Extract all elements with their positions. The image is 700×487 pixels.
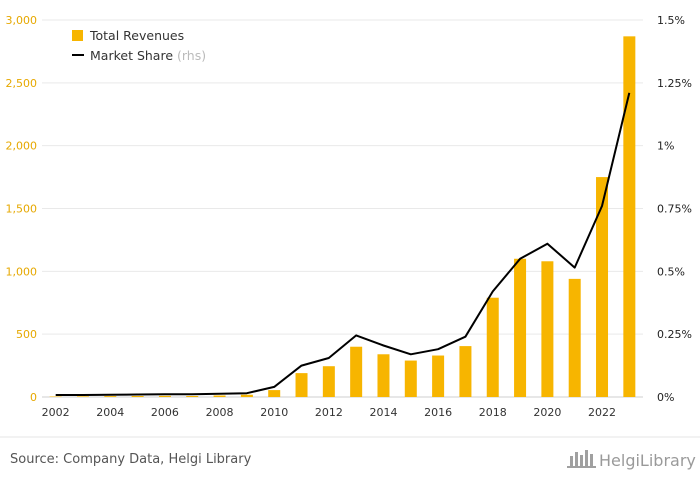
x-tick-label: 2016 — [424, 406, 452, 419]
legend-label-market-share: Market Share (rhs) — [90, 48, 206, 63]
y-right-tick-label: 0.25% — [657, 328, 692, 341]
bars-series — [50, 36, 636, 397]
bar-2014 — [377, 354, 389, 397]
y-right-tick-label: 1.25% — [657, 77, 692, 90]
left-axis: 0 500 1,000 1,500 2,000 2,500 3,000 — [6, 14, 38, 404]
right-axis: 0% 0.25% 0.5% 0.75% 1% 1.25% 1.5% — [657, 14, 692, 404]
bar-2017 — [459, 346, 471, 397]
bar-2016 — [432, 356, 444, 397]
logo-icon — [567, 450, 596, 468]
x-tick-label: 2022 — [588, 406, 616, 419]
x-tick-label: 2004 — [96, 406, 124, 419]
bar-2009 — [241, 395, 253, 397]
y-right-tick-label: 1% — [657, 140, 674, 153]
bar-2008 — [214, 395, 226, 397]
x-tick-label: 2002 — [42, 406, 70, 419]
bar-2002 — [50, 396, 62, 397]
y-left-tick-label: 1,500 — [6, 203, 38, 216]
y-left-tick-label: 500 — [16, 328, 37, 341]
bar-2003 — [77, 396, 89, 397]
bar-2005 — [132, 396, 144, 397]
legend-label-total-revenues: Total Revenues — [89, 28, 184, 43]
bar-2010 — [268, 390, 280, 397]
bar-2020 — [541, 261, 553, 397]
bar-2015 — [405, 361, 417, 397]
y-right-tick-label: 0% — [657, 391, 674, 404]
y-left-tick-label: 2,500 — [6, 77, 38, 90]
y-right-tick-label: 0.75% — [657, 203, 692, 216]
x-tick-label: 2014 — [369, 406, 397, 419]
x-tick-label: 2008 — [206, 406, 234, 419]
y-right-tick-label: 1.5% — [657, 14, 685, 27]
legend-swatch-total-revenues — [72, 30, 83, 41]
bar-2018 — [487, 298, 499, 397]
x-axis: 2002 2004 2006 2008 2010 2012 2014 2016 2018 2020… — [42, 406, 616, 419]
bar-2007 — [186, 396, 198, 397]
bar-2021 — [569, 279, 581, 397]
bar-2022 — [596, 177, 608, 397]
x-tick-label: 2006 — [151, 406, 179, 419]
bar-2019 — [514, 259, 526, 397]
legend: Total Revenues Market Share (rhs) — [72, 28, 206, 63]
x-tick-label: 2010 — [260, 406, 288, 419]
x-tick-label: 2020 — [533, 406, 561, 419]
y-left-tick-label: 1,000 — [6, 265, 38, 278]
bar-2004 — [104, 396, 116, 397]
legend-label-market-share-name: Market Share — [90, 48, 173, 63]
x-tick-label: 2018 — [479, 406, 507, 419]
y-left-tick-label: 0 — [30, 391, 37, 404]
source-note: Source: Company Data, Helgi Library — [10, 452, 252, 467]
bar-2006 — [159, 396, 171, 397]
helgi-library-logo: HelgiLibrary — [567, 450, 696, 470]
x-tick-label: 2012 — [315, 406, 343, 419]
y-left-tick-label: 2,000 — [6, 140, 38, 153]
bar-2013 — [350, 347, 362, 397]
y-right-tick-label: 0.5% — [657, 265, 685, 278]
logo-text: HelgiLibrary — [599, 451, 696, 470]
bar-2011 — [296, 373, 308, 397]
bar-2012 — [323, 366, 335, 397]
legend-label-market-share-note: (rhs) — [177, 48, 206, 63]
bar-2023 — [623, 36, 635, 397]
y-left-tick-label: 3,000 — [6, 14, 38, 27]
